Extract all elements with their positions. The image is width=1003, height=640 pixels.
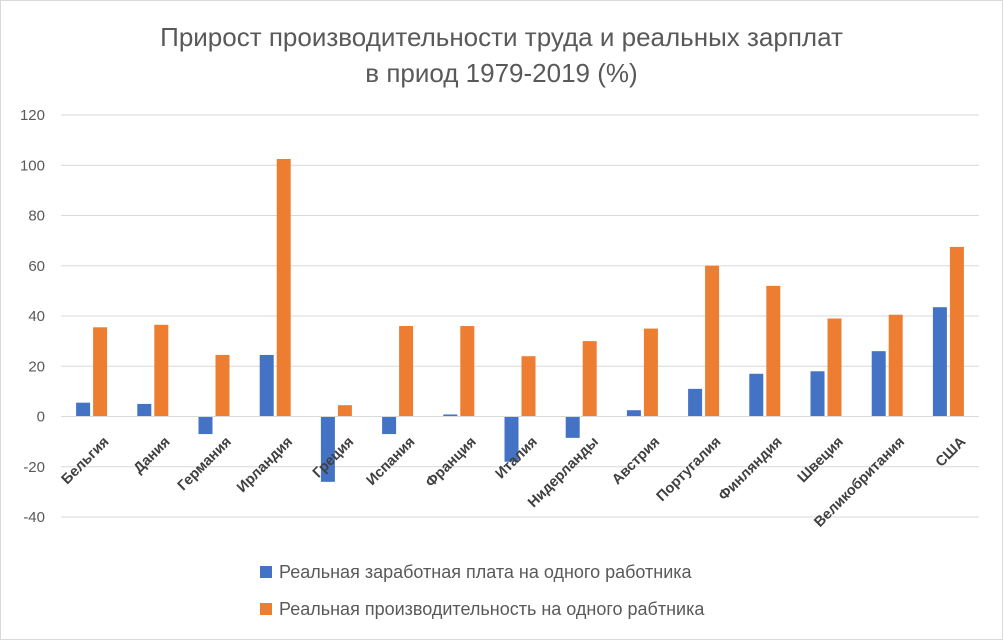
bar-series-2 bbox=[827, 318, 842, 417]
bar-series-1 bbox=[320, 416, 335, 482]
x-tick-label: Испания bbox=[364, 434, 419, 489]
x-tick-label: Ирландия bbox=[234, 434, 296, 496]
chart-title: Прирост производительности труда и реаль… bbox=[1, 19, 1002, 91]
bar-series-1 bbox=[871, 351, 886, 417]
y-tick-label: -40 bbox=[23, 509, 45, 526]
bar-series-2 bbox=[337, 405, 352, 417]
legend-swatch-wages bbox=[260, 566, 272, 578]
x-tick-label: США bbox=[933, 434, 970, 471]
bar-series-1 bbox=[259, 354, 274, 417]
bar-series-2 bbox=[888, 314, 903, 417]
legend-label-productivity: Реальная производительность на одного ра… bbox=[279, 598, 705, 619]
y-tick-label: 40 bbox=[28, 308, 45, 325]
bar-series-1 bbox=[198, 416, 213, 435]
bar-series-1 bbox=[137, 403, 152, 417]
y-tick-label: 80 bbox=[28, 208, 45, 225]
bar-series-1 bbox=[932, 307, 947, 417]
x-tick-label: Швеция bbox=[795, 434, 847, 486]
bar-series-1 bbox=[76, 402, 91, 417]
bar-series-1 bbox=[749, 373, 764, 417]
legend-item-wages: Реальная заработная плата на одного рабо… bbox=[260, 561, 692, 583]
y-tick-label: 60 bbox=[28, 258, 45, 275]
y-tick-label: -20 bbox=[23, 459, 45, 476]
legend-label-wages: Реальная заработная плата на одного рабо… bbox=[279, 561, 692, 582]
y-tick-label: 100 bbox=[20, 157, 45, 174]
y-tick-label: 20 bbox=[28, 358, 45, 375]
y-tick-label: 120 bbox=[20, 107, 45, 124]
bar-series-1 bbox=[504, 416, 519, 462]
bar-series-2 bbox=[399, 326, 414, 417]
bar-series-2 bbox=[460, 326, 475, 417]
chart-title-line-1: Прирост производительности труда и реаль… bbox=[160, 22, 843, 52]
x-tick-label: Дания bbox=[131, 434, 174, 477]
bar-series-1 bbox=[565, 416, 580, 438]
chart-title-line-2: в приод 1979-2019 (%) bbox=[365, 58, 638, 88]
x-tick-label: Австрия bbox=[609, 434, 663, 488]
legend-item-productivity: Реальная производительность на одного ра… bbox=[260, 598, 704, 620]
bar-series-2 bbox=[215, 354, 230, 417]
bar-series-1 bbox=[688, 388, 703, 417]
bar-series-2 bbox=[766, 285, 781, 417]
bar-series-2 bbox=[949, 246, 964, 417]
bar-series-2 bbox=[521, 356, 536, 417]
bar-series-2 bbox=[276, 158, 291, 417]
x-tick-label: Финляндия bbox=[716, 434, 786, 504]
bar-series-1 bbox=[382, 416, 397, 435]
bar-series-2 bbox=[154, 324, 169, 417]
bar-series-2 bbox=[705, 265, 720, 417]
x-tick-label: Германия bbox=[175, 434, 235, 494]
bar-series-2 bbox=[643, 328, 658, 417]
bar-series-1 bbox=[626, 410, 641, 417]
x-tick-label: Бельгия bbox=[59, 434, 113, 488]
x-tick-label: Франция bbox=[423, 434, 480, 491]
x-tick-label: Португалия bbox=[654, 434, 725, 505]
bar-series-1 bbox=[810, 371, 825, 417]
bar-series-2 bbox=[582, 341, 597, 417]
y-tick-label: 0 bbox=[37, 409, 45, 426]
legend-swatch-productivity bbox=[260, 603, 272, 615]
bar-series-2 bbox=[93, 327, 108, 417]
bar-series-1 bbox=[443, 414, 458, 417]
